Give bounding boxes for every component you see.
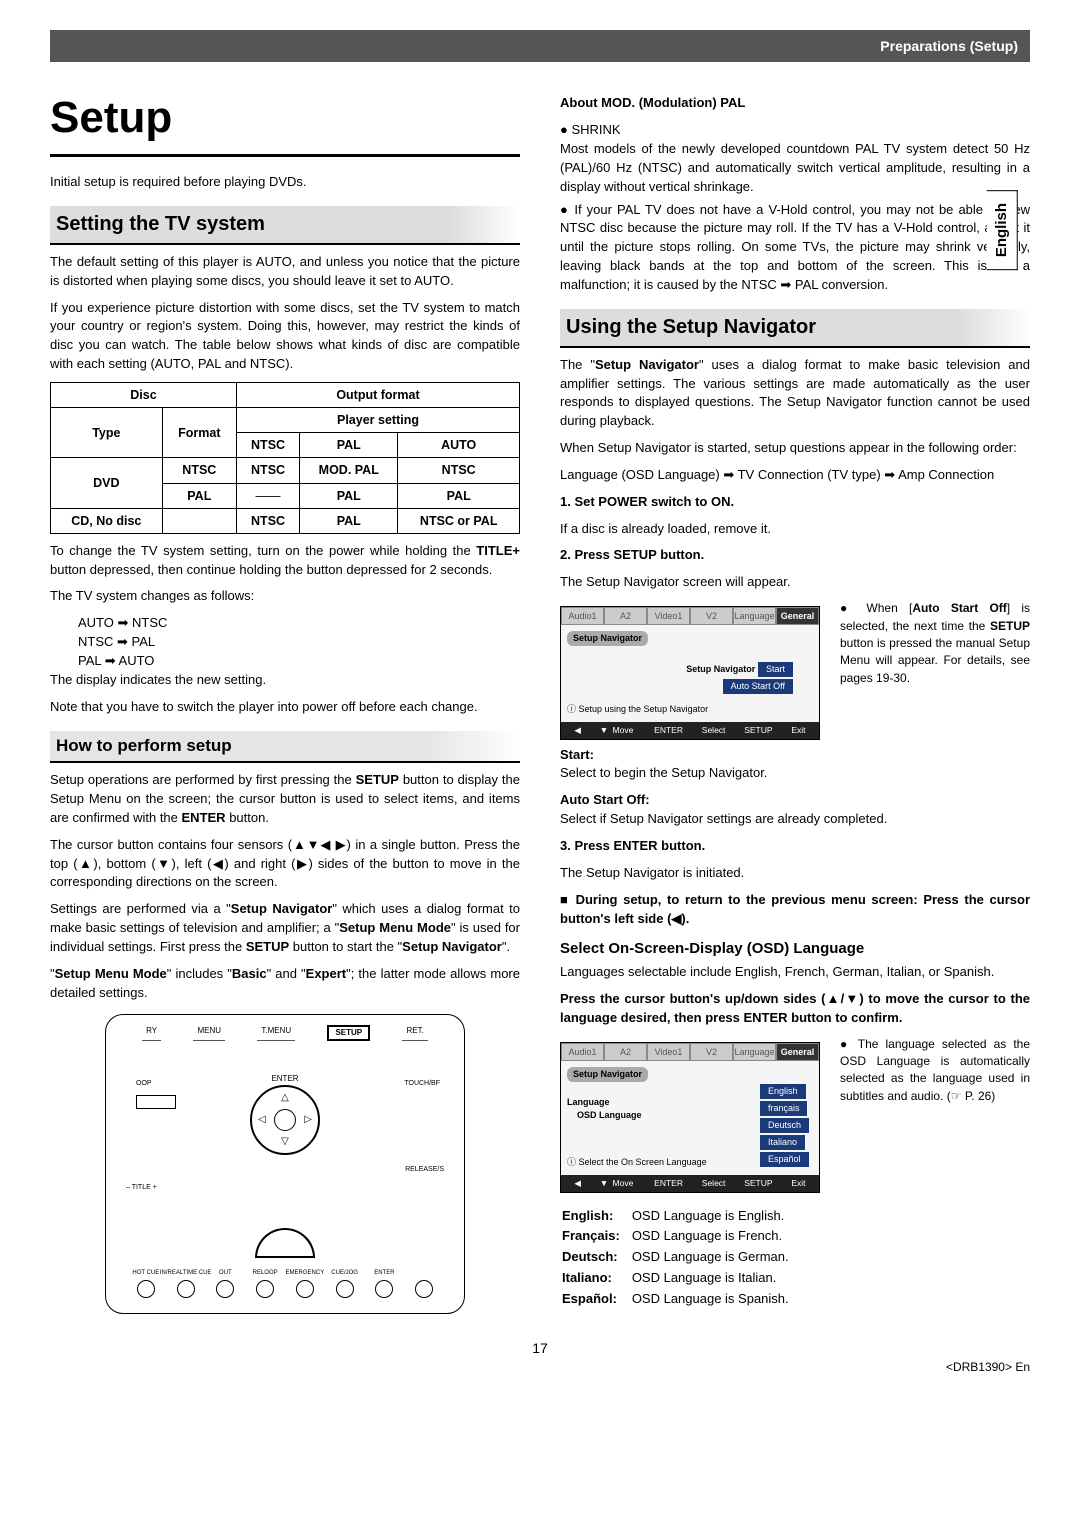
osd-screenshot-2: Audio1A2Video1V2LanguageGeneral Setup Na… — [560, 1042, 820, 1193]
osd-screenshot-1: Audio1A2Video1V2LanguageGeneral Setup Na… — [560, 606, 820, 739]
step-2: 2. Press SETUP button. — [560, 546, 1030, 565]
section-tv-system: Setting the TV system — [50, 206, 520, 245]
body-text: The cursor button contains four sensors … — [50, 836, 520, 893]
label: Auto Start Off: — [560, 792, 650, 807]
th: Output format — [236, 383, 519, 408]
body-text: The Setup Navigator is initiated. — [560, 864, 1030, 883]
body-text: "Setup Menu Mode" includes "Basic" and "… — [50, 965, 520, 1003]
breadcrumb: Preparations (Setup) — [50, 30, 1030, 62]
modpal-list: SHRINKMost models of the newly developed… — [560, 121, 1030, 295]
body-text: Select if Setup Navigator settings are a… — [560, 811, 887, 826]
body-text: Language (OSD Language) ➡ TV Connection … — [560, 466, 1030, 485]
remote-diagram: RYMENUT.MENUSETUPRET. OOP TOUCH/BF △▽◁▷ … — [105, 1014, 465, 1314]
body-text: The default setting of this player is AU… — [50, 253, 520, 291]
step-1: 1. Set POWER switch to ON. — [560, 493, 1030, 512]
td: —— — [236, 483, 299, 508]
return-note: During setup, to return to the previous … — [560, 891, 1030, 929]
td: PAL — [162, 483, 236, 508]
body-text: The TV system changes as follows: — [50, 587, 520, 606]
td: NTSC — [162, 458, 236, 483]
body-text: If a disc is already loaded, remove it. — [560, 520, 1030, 539]
osd-side-note: ● The language selected as the OSD Langu… — [840, 1036, 1030, 1106]
td: CD, No disc — [51, 508, 163, 533]
th: PAL — [300, 433, 398, 458]
body-text: The display indicates the new setting. — [50, 671, 520, 690]
td: PAL — [398, 483, 520, 508]
body-text: If you experience picture distortion wit… — [50, 299, 520, 374]
body-text: Select to begin the Setup Navigator. — [560, 765, 767, 780]
td: NTSC — [398, 458, 520, 483]
page-title: Setup — [50, 86, 520, 157]
body-text: Settings are performed via a "Setup Navi… — [50, 900, 520, 957]
td: PAL — [300, 483, 398, 508]
section-osd-lang: Select On-Screen-Display (OSD) Language — [560, 938, 1030, 960]
td: PAL — [300, 508, 398, 533]
body-text: To change the TV system setting, turn on… — [50, 542, 520, 580]
section-setup-navigator: Using the Setup Navigator — [560, 309, 1030, 348]
th: Disc — [51, 383, 237, 408]
osd-language-table: English:OSD Language is English. Françai… — [560, 1205, 791, 1311]
osd-side-note: ● When [Auto Start Off] is selected, the… — [840, 600, 1030, 687]
body-text: Note that you have to switch the player … — [50, 698, 520, 717]
cycle-list: AUTO ➡ NTSC NTSC ➡ PAL PAL ➡ AUTO — [78, 614, 520, 671]
step-3: 3. Press ENTER button. — [560, 837, 1030, 856]
section-perform-setup: How to perform setup — [50, 731, 520, 764]
th: AUTO — [398, 433, 520, 458]
th: Player setting — [236, 408, 519, 433]
body-text: Setup operations are performed by first … — [50, 771, 520, 828]
td: MOD. PAL — [300, 458, 398, 483]
th: Format — [162, 408, 236, 458]
th: Type — [51, 408, 163, 458]
body-text: When Setup Navigator is started, setup q… — [560, 439, 1030, 458]
label: Start: — [560, 747, 594, 762]
page-number: 17 — [50, 1338, 1030, 1358]
modpal-heading: About MOD. (Modulation) PAL — [560, 94, 1030, 113]
intro-text: Initial setup is required before playing… — [50, 173, 520, 192]
doc-code: <DRB1390> En — [50, 1359, 1030, 1376]
td: NTSC or PAL — [398, 508, 520, 533]
body-text: The "Setup Navigator" uses a dialog form… — [560, 356, 1030, 431]
td: DVD — [51, 458, 163, 508]
td: NTSC — [236, 458, 299, 483]
body-text: Press the cursor button's up/down sides … — [560, 990, 1030, 1028]
th: NTSC — [236, 433, 299, 458]
body-text: Languages selectable include English, Fr… — [560, 963, 1030, 982]
dpad-icon: △▽◁▷ — [250, 1085, 320, 1155]
body-text: The Setup Navigator screen will appear. — [560, 573, 1030, 592]
td: NTSC — [236, 508, 299, 533]
language-tab: English — [987, 190, 1018, 270]
tv-system-table: Disc Output format Type Format Player se… — [50, 382, 520, 534]
